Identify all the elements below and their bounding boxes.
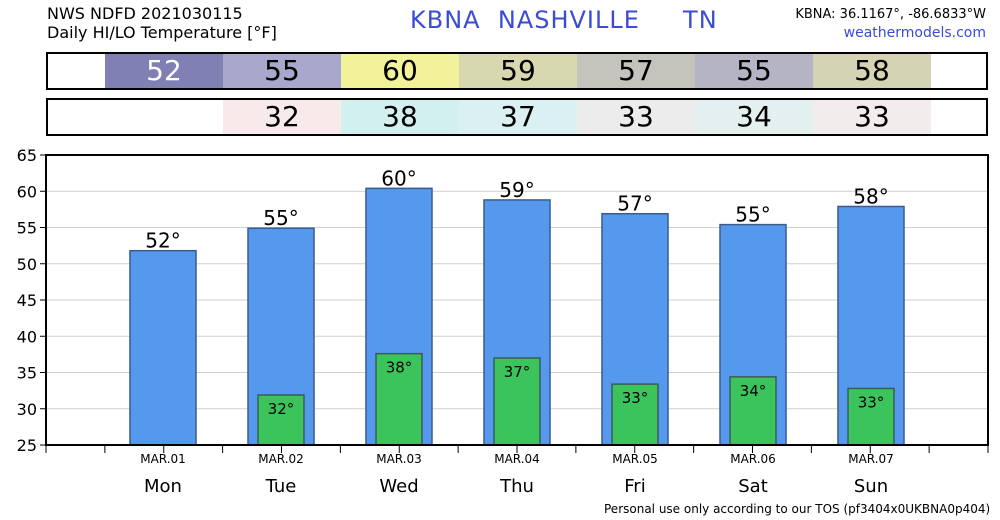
chart-header-right: KBNA: 36.1167°, -86.6833°W weathermodels… [795, 5, 986, 43]
x-tick-day-4: Thu [499, 476, 534, 497]
low-temp-cell-2: 32 [223, 100, 341, 134]
high-temp-cell-1: 52 [105, 54, 223, 88]
y-tick-label: 35 [17, 364, 37, 383]
plot-frame [45, 154, 989, 446]
high-temp-cell-4: 59 [459, 54, 577, 88]
x-tick-date-2: MAR.02 [258, 452, 304, 466]
low-temp-cell-1 [105, 100, 223, 134]
x-tick-day-6: Sat [738, 476, 768, 497]
station-coordinates: KBNA: 36.1167°, -86.6833°W [795, 7, 986, 22]
y-tick-label: 30 [17, 400, 37, 419]
footer-note: Personal use only according to our TOS (… [604, 502, 991, 516]
high-temp-cell-5: 57 [577, 54, 695, 88]
x-tick-day-2: Tue [265, 476, 297, 497]
high-bar-label-2: 55° [263, 206, 298, 230]
x-tick-date-4: MAR.04 [494, 452, 540, 466]
y-tick-label: 65 [17, 146, 37, 165]
chart-header-left: NWS NDFD 2021030115 Daily HI/LO Temperat… [47, 4, 277, 42]
y-tick-label: 45 [17, 291, 37, 310]
x-tick-day-1: Mon [144, 476, 182, 497]
model-run-label: NWS NDFD 2021030115 [47, 4, 243, 23]
high-bar-1 [129, 249, 197, 446]
high-bar-label-7: 58° [853, 184, 888, 208]
low-bar-label-2: 32° [268, 400, 295, 418]
low-bar-label-6: 34° [740, 382, 767, 400]
low-temp-cell-6: 34 [695, 100, 813, 134]
low-temp-cell-5: 33 [577, 100, 695, 134]
high-temp-cell-2: 55 [223, 54, 341, 88]
high-bar-label-1: 52° [145, 229, 180, 253]
x-tick-date-3: MAR.03 [376, 452, 422, 466]
y-tick-label: 60 [17, 182, 37, 201]
y-tick-label: 25 [17, 436, 37, 455]
low-temp-cell-7: 33 [813, 100, 931, 134]
chart-title: Daily HI/LO Temperature [°F] [47, 23, 277, 42]
low-bar-label-3: 38° [386, 359, 413, 377]
low-bar-label-7: 33° [858, 393, 885, 411]
y-tick-label: 40 [17, 327, 37, 346]
high-temp-cell-7: 58 [813, 54, 931, 88]
high-temp-cell-3: 60 [341, 54, 459, 88]
low-bar-label-4: 37° [504, 363, 531, 381]
x-tick-date-1: MAR.01 [140, 452, 186, 466]
x-tick-day-5: Fri [624, 476, 645, 497]
low-bar-5 [611, 383, 659, 446]
x-tick-date-6: MAR.06 [730, 452, 776, 466]
high-bar-label-6: 55° [735, 203, 770, 227]
site-link[interactable]: weathermodels.com [843, 25, 986, 41]
y-tick-label: 55 [17, 219, 37, 238]
high-temp-strip: 52 55 60 59 57 55 58 [46, 52, 988, 90]
station-title: KBNA NASHVILLE TN [410, 6, 718, 34]
high-bar-label-4: 59° [499, 178, 534, 202]
x-tick-date-7: MAR.07 [848, 452, 894, 466]
x-tick-date-5: MAR.05 [612, 452, 658, 466]
high-bar-label-3: 60° [381, 166, 416, 190]
low-temp-cell-3: 38 [341, 100, 459, 134]
y-tick-label: 50 [17, 255, 37, 274]
low-bar-label-5: 33° [622, 389, 649, 407]
x-tick-day-7: Sun [854, 476, 888, 497]
x-tick-day-3: Wed [379, 476, 418, 497]
temperature-bar-chart: 25 30 35 40 45 50 55 60 65 52° 55° 32° 60° 38° 59° 37°… [17, 146, 989, 497]
high-temp-cell-6: 55 [695, 54, 813, 88]
low-bar-2 [257, 394, 305, 446]
high-bar-label-5: 57° [617, 192, 652, 216]
low-temp-cell-4: 37 [459, 100, 577, 134]
low-temp-strip: 32 38 37 33 34 33 [46, 98, 988, 136]
